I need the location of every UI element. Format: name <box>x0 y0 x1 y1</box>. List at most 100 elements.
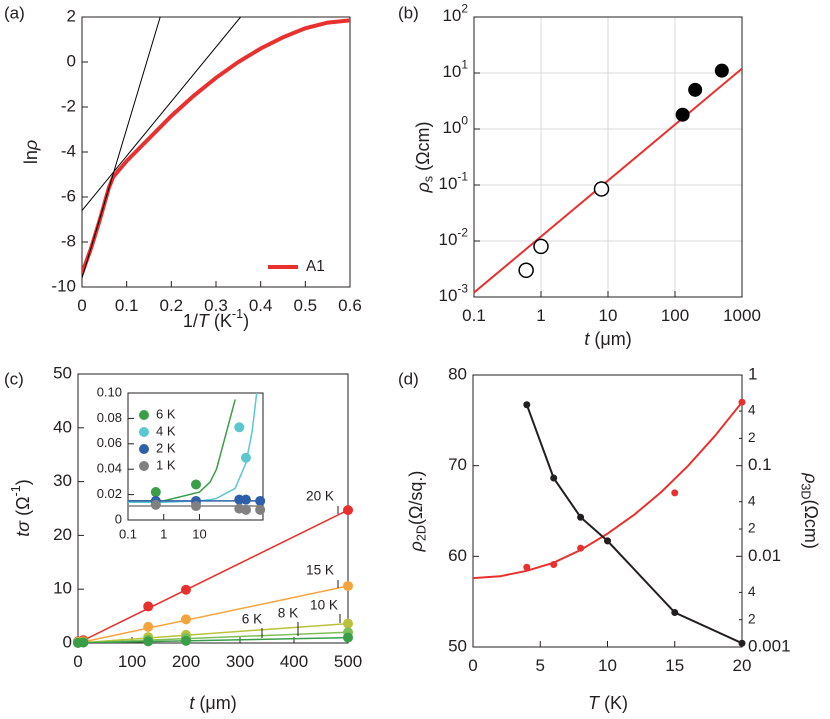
tick-exponent: -3 <box>457 281 468 295</box>
x-axis-title: t (μm) <box>584 329 631 349</box>
y-axis-title: ρs (Ωcm) <box>413 121 436 193</box>
label-part: (Ω <box>13 496 33 520</box>
y-tick-label: 80 <box>448 364 467 383</box>
panel: 0 5 10 15 20 50 60 70 80 0.001 2 4 0.01 2 4 0.1 2 4 1 (d) T … <box>398 364 821 712</box>
data-point <box>143 636 154 647</box>
label-part: ρ <box>21 140 41 151</box>
tick-base: 10 <box>442 62 461 81</box>
data-point <box>593 181 610 197</box>
data-point <box>738 639 746 647</box>
x-tick-label: 0.2 <box>160 296 184 315</box>
line-label: 10 K <box>310 598 338 613</box>
fit-line <box>78 585 348 643</box>
label-part: ρ <box>413 182 433 193</box>
y-tick-label: 0.04 <box>97 461 122 476</box>
x-tick-label: 500 <box>334 652 362 671</box>
label-part: ) <box>13 479 33 485</box>
plot-frame <box>472 374 743 648</box>
data-point <box>150 499 161 510</box>
label-part: (μm) <box>589 329 631 349</box>
data-point <box>240 504 251 515</box>
data-point <box>523 563 531 571</box>
x-tick-label: 0 <box>77 296 86 315</box>
x-tick-label: 100 <box>118 652 146 671</box>
y-tick-label: -10 <box>51 276 76 295</box>
legend-label: 6 K <box>156 406 176 421</box>
data-point <box>671 489 679 497</box>
data-point <box>343 618 353 629</box>
plot-background <box>82 17 350 287</box>
x-tick-label: 100 <box>661 306 689 325</box>
data-point <box>577 544 585 552</box>
series-line <box>525 404 742 645</box>
panel-label: (a) <box>4 3 25 22</box>
y2-tick-label: 2 <box>748 430 756 445</box>
tick-base: 10 <box>439 286 458 305</box>
y2-tick-label: 4 <box>748 584 756 599</box>
y-tick-label: 0.06 <box>97 435 122 450</box>
y-tick-label: -8 <box>61 231 76 250</box>
x-axis-title: T (K) <box>588 693 628 713</box>
y-tick-label: 0.02 <box>97 486 122 501</box>
legend-swatch <box>139 410 149 420</box>
y-tick-label: 50 <box>53 363 72 382</box>
x-tick-label: 0.6 <box>338 296 362 315</box>
y-tick-label: 20 <box>53 525 72 544</box>
legend-label: 4 K <box>156 423 176 438</box>
data-point <box>523 401 531 409</box>
data-point <box>191 501 202 512</box>
x-tick-label: 0.4 <box>249 296 273 315</box>
plot-frame <box>127 392 264 521</box>
y-tick-label: 0 <box>63 632 72 651</box>
y2-tick-label: 4 <box>748 493 756 508</box>
tick-exponent: 0 <box>461 113 468 127</box>
series-line <box>82 17 161 279</box>
plot-frame <box>81 16 351 288</box>
panel-label: (d) <box>398 369 419 388</box>
label-part: (Ωcm) <box>413 121 433 175</box>
x-tick-label: 15 <box>665 656 684 675</box>
data-point <box>343 632 353 643</box>
y-axis-title: lnρ <box>21 140 41 164</box>
data-point <box>675 107 690 122</box>
data-point <box>234 422 245 433</box>
plot-frame <box>473 16 743 298</box>
label-part: t <box>584 329 590 349</box>
line-label: 8 K <box>278 606 298 621</box>
data-point <box>191 479 202 490</box>
label-part: (Ωcm) <box>801 499 821 548</box>
data-point <box>143 621 154 632</box>
panel: 0 0.1 0.2 0.3 0.4 0.5 0.6 -10 -8 -6 -4 -2 0 2 A1 (a) 1/T… <box>4 3 362 330</box>
y-tick-label: 10-1 <box>439 169 469 193</box>
y2-tick-label: 4 <box>748 403 756 418</box>
data-point <box>181 614 191 625</box>
x-tick-label: 1 <box>160 526 167 541</box>
label-part: 2D <box>415 525 429 541</box>
label-part: -1 <box>232 307 243 321</box>
data-point <box>181 584 191 595</box>
tick-exponent: -2 <box>457 225 468 239</box>
y-tick-label: -4 <box>61 141 76 160</box>
data-point <box>577 513 585 521</box>
label-part: (K) <box>599 693 628 713</box>
y-tick-label: 100 <box>442 113 468 137</box>
fit-line <box>473 401 742 580</box>
line-label: 6 K <box>242 612 262 627</box>
y2-axis-title: ρ3D(Ωcm) <box>798 472 821 549</box>
x-tick-label: 300 <box>226 652 254 671</box>
y-axis-title: tσ (Ω-1) <box>9 479 33 537</box>
y-tick-label: 10-2 <box>439 225 469 249</box>
y-tick-label: 60 <box>448 546 467 565</box>
y-axis-title: ρ2D(Ω/sq.) <box>406 471 429 553</box>
y2-tick-label: 2 <box>748 611 756 626</box>
label-part: 1/ <box>183 311 198 331</box>
y-tick-label: 2 <box>67 6 76 25</box>
x-axis-title: t (μm) <box>189 693 236 713</box>
line-label: 20 K <box>306 489 334 504</box>
panel-label: (c) <box>4 369 24 388</box>
y-tick-label: 0 <box>115 511 122 526</box>
tick-exponent: 1 <box>461 57 468 71</box>
data-point <box>518 262 534 279</box>
